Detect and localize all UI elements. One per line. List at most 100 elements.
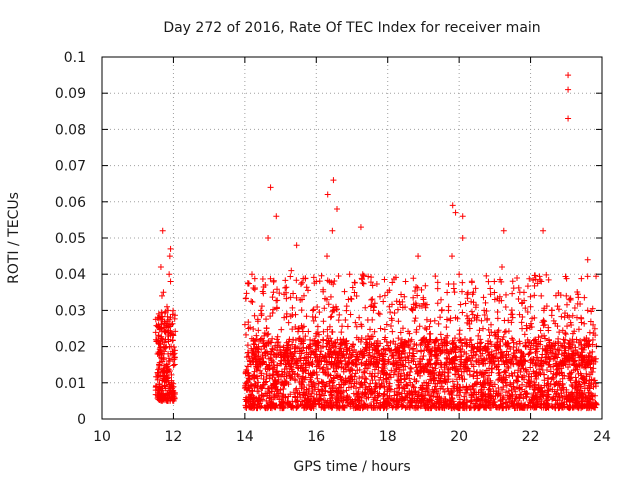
data-point — [323, 343, 330, 350]
data-point — [502, 359, 509, 366]
data-point — [307, 397, 314, 404]
data-point — [380, 298, 387, 305]
data-point — [437, 314, 444, 321]
data-point — [278, 326, 285, 333]
data-point — [257, 355, 264, 362]
data-point — [380, 367, 387, 374]
data-point — [265, 385, 272, 392]
data-point — [300, 373, 307, 380]
data-point — [438, 307, 445, 314]
data-point — [290, 290, 297, 297]
data-point — [319, 353, 326, 360]
data-point — [457, 346, 464, 353]
data-point — [391, 310, 398, 317]
data-point — [347, 311, 354, 318]
data-point — [334, 391, 341, 398]
data-point — [362, 402, 369, 409]
data-point — [573, 379, 580, 386]
data-point — [411, 317, 418, 324]
data-point — [516, 340, 523, 347]
data-point — [526, 350, 533, 357]
data-point — [258, 303, 265, 310]
data-point — [282, 277, 289, 284]
data-point — [296, 335, 303, 342]
data-point — [328, 400, 335, 407]
data-point — [350, 341, 357, 348]
data-point — [428, 347, 435, 354]
data-point — [257, 336, 264, 343]
y-axis-label: ROTI / TECUs — [6, 192, 22, 284]
data-point — [543, 397, 550, 404]
data-point — [589, 336, 596, 343]
data-point — [270, 403, 277, 410]
data-point — [342, 375, 349, 382]
data-point — [532, 276, 539, 283]
data-point — [530, 276, 537, 283]
data-point — [300, 292, 307, 299]
data-point — [335, 317, 342, 324]
data-point — [403, 382, 410, 389]
y-tick-label: 0.06 — [55, 195, 86, 211]
data-point — [388, 347, 395, 354]
data-point — [311, 337, 318, 344]
data-point — [399, 403, 406, 410]
data-point — [338, 389, 345, 396]
data-point — [338, 360, 345, 367]
data-point — [376, 377, 383, 384]
data-point — [402, 363, 409, 370]
data-point — [408, 365, 415, 372]
data-point — [322, 397, 329, 404]
data-point — [540, 358, 547, 365]
data-point — [512, 356, 519, 363]
data-point — [353, 293, 360, 300]
data-point — [415, 361, 422, 368]
data-point — [410, 345, 417, 352]
data-point — [419, 364, 426, 371]
data-point — [433, 348, 440, 355]
data-point — [563, 389, 570, 396]
data-point — [554, 346, 561, 353]
data-point — [436, 404, 443, 411]
data-point — [561, 399, 568, 406]
data-point — [428, 370, 435, 377]
data-point — [527, 378, 534, 385]
data-point — [423, 326, 430, 333]
x-tick-label: 14 — [236, 429, 254, 445]
data-point — [545, 375, 552, 382]
data-point — [370, 307, 377, 314]
data-point — [586, 371, 593, 378]
data-point — [345, 384, 352, 391]
data-point — [438, 383, 445, 390]
data-point — [437, 350, 444, 357]
data-point — [304, 401, 311, 408]
data-point — [333, 373, 340, 380]
data-point — [473, 316, 480, 323]
data-point — [424, 344, 431, 351]
data-point — [432, 273, 439, 280]
data-point — [279, 392, 286, 399]
data-point — [371, 300, 378, 307]
data-point — [482, 344, 489, 351]
data-point — [424, 367, 431, 374]
data-point — [427, 373, 434, 380]
data-point — [245, 319, 252, 326]
data-point — [273, 297, 280, 304]
data-point — [511, 397, 518, 404]
data-point — [332, 303, 339, 310]
x-tick-label: 10 — [93, 429, 111, 445]
data-point — [558, 365, 565, 372]
data-point — [289, 312, 296, 319]
data-point — [262, 352, 269, 359]
data-point — [382, 397, 389, 404]
data-point — [250, 326, 257, 333]
data-point — [327, 348, 334, 355]
data-point — [584, 307, 591, 314]
data-point — [519, 313, 526, 320]
data-point — [419, 382, 426, 389]
data-point — [527, 293, 534, 300]
data-point — [565, 86, 572, 93]
data-point — [352, 370, 359, 377]
data-point — [344, 393, 351, 400]
data-point — [552, 292, 559, 299]
data-point — [568, 381, 575, 388]
